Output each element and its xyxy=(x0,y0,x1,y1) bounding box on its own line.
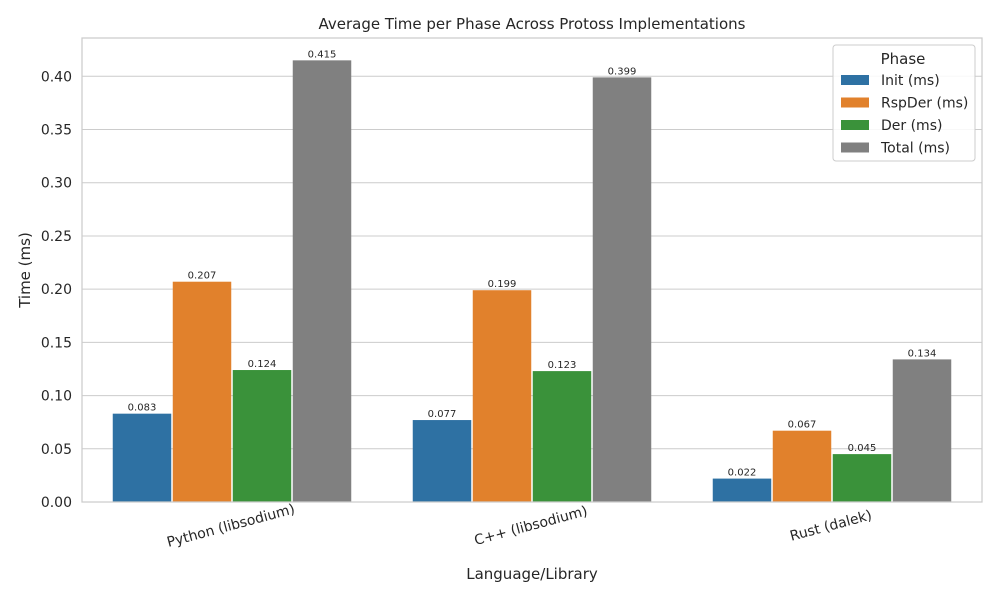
y-tick-label: 0.40 xyxy=(41,69,72,85)
bar-value-label: 0.045 xyxy=(848,443,877,454)
bar-value-label: 0.207 xyxy=(188,271,217,282)
legend-item-label: Init (ms) xyxy=(881,73,940,89)
bar xyxy=(712,478,772,502)
x-axis-label: Language/Library xyxy=(466,565,598,583)
y-axis-ticks: 0.00 0.05 0.10 0.15 0.20 0.25 0.30 0.35 0.40 xyxy=(41,69,72,511)
data-labels: 0.083 0.207 0.124 0.415 0.077 0.199 0.123 0.399… xyxy=(128,49,937,478)
y-tick-label: 0.00 xyxy=(41,495,72,511)
bar-value-label: 0.124 xyxy=(248,359,277,370)
x-tick-label: C++ (libsodium) xyxy=(473,503,590,549)
bar xyxy=(772,430,832,502)
bar-value-label: 0.077 xyxy=(428,409,457,420)
bar-value-label: 0.083 xyxy=(128,403,157,414)
legend-item-label: Total (ms) xyxy=(880,141,950,157)
bar xyxy=(112,413,172,502)
bar xyxy=(472,290,532,502)
bar-value-label: 0.199 xyxy=(488,279,517,290)
legend-item-label: Der (ms) xyxy=(881,118,942,134)
bar-value-label: 0.415 xyxy=(308,49,337,60)
bar xyxy=(232,370,292,502)
y-tick-label: 0.25 xyxy=(41,229,72,245)
y-tick-label: 0.30 xyxy=(41,176,72,192)
y-tick-label: 0.15 xyxy=(41,335,72,351)
x-tick-label: Python (libsodium) xyxy=(165,501,296,551)
legend-swatch xyxy=(841,97,869,108)
bar-value-label: 0.123 xyxy=(548,360,577,371)
y-tick-label: 0.05 xyxy=(41,442,72,458)
bar-value-label: 0.399 xyxy=(608,66,637,77)
legend-swatch xyxy=(841,142,869,153)
bar xyxy=(292,60,352,502)
bar xyxy=(892,359,952,502)
bar xyxy=(832,454,892,502)
bar xyxy=(532,371,592,502)
x-tick-label: Rust (dalek) xyxy=(788,508,873,545)
chart-title: Average Time per Phase Across Protoss Im… xyxy=(319,15,746,33)
bars xyxy=(112,60,952,502)
bar xyxy=(592,77,652,502)
bar-value-label: 0.022 xyxy=(728,468,757,479)
y-axis-label: Time (ms) xyxy=(16,232,34,309)
legend-box xyxy=(832,44,976,162)
legend-swatch xyxy=(841,75,869,85)
legend-swatch xyxy=(841,120,869,130)
y-tick-label: 0.10 xyxy=(41,389,72,405)
bar xyxy=(172,281,232,502)
bar-value-label: 0.067 xyxy=(788,420,817,431)
legend-items: Init (ms) RspDer (ms) Der (ms) Total (ms) xyxy=(841,73,968,157)
bar-value-label: 0.134 xyxy=(908,348,937,359)
legend-item-label: RspDer (ms) xyxy=(881,96,968,112)
y-tick-label: 0.20 xyxy=(41,282,72,298)
plot-frame xyxy=(81,37,983,503)
x-axis-ticks: Python (libsodium) C++ (libsodium) Rust (d… xyxy=(165,501,873,551)
gridlines xyxy=(82,75,982,503)
bar xyxy=(412,420,472,502)
legend-title: Phase xyxy=(881,50,926,68)
legend: Phase Init (ms) RspDer (ms) Der (ms) Total … xyxy=(832,44,976,162)
y-tick-label: 0.35 xyxy=(41,123,72,139)
